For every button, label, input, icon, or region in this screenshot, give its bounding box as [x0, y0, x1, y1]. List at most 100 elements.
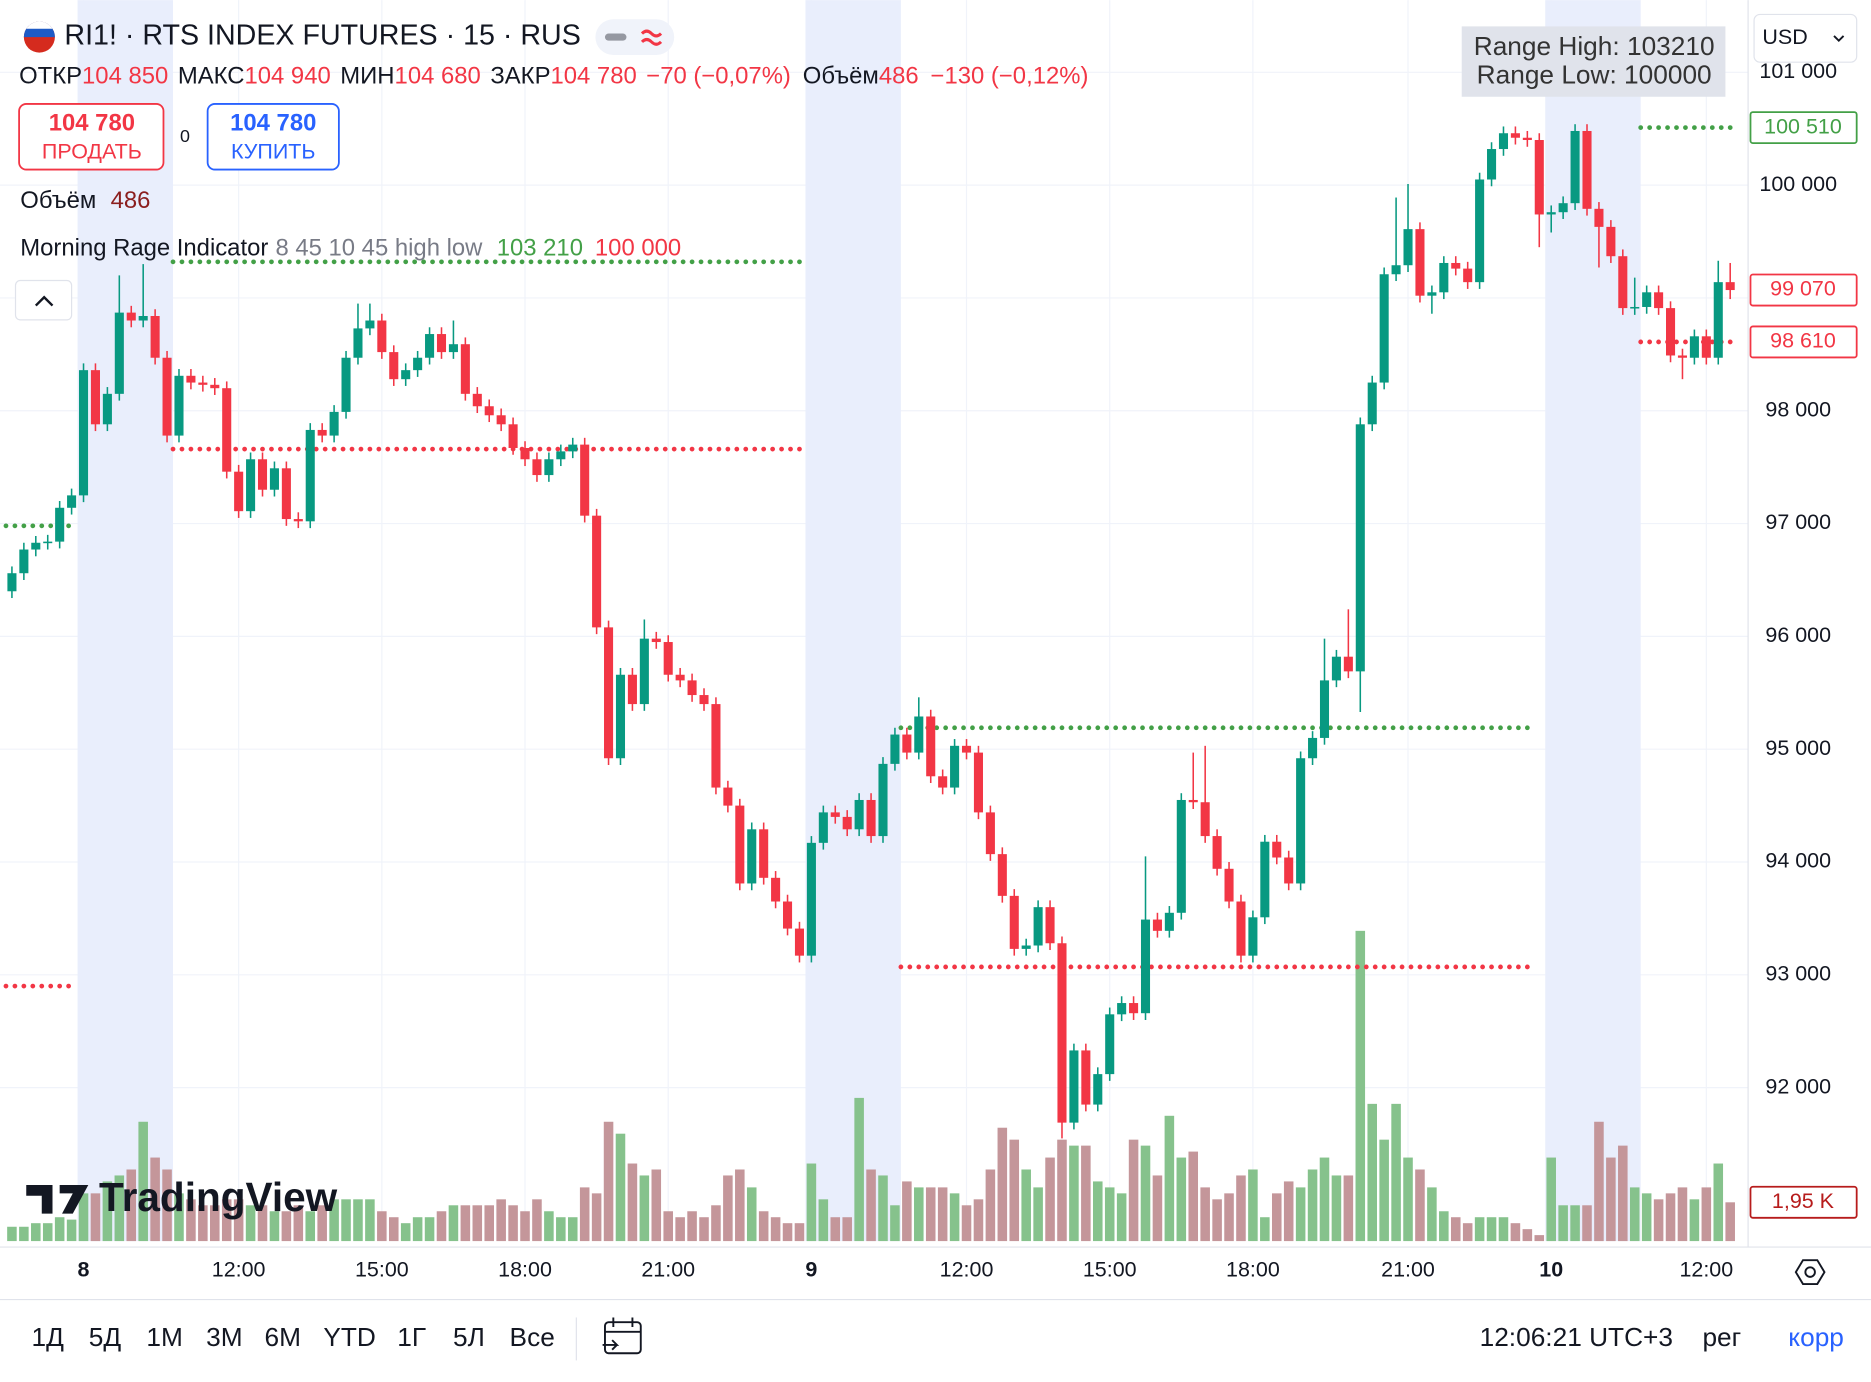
low-label: МИН: [340, 63, 394, 90]
volume-bar: [1045, 1157, 1055, 1242]
volume-bar: [973, 1199, 984, 1242]
volume-bar: [472, 1205, 483, 1242]
range-button[interactable]: 3М: [206, 1322, 242, 1352]
volume-bar: [1641, 1193, 1652, 1242]
candle-body: [1391, 265, 1401, 275]
candle-body: [926, 716, 936, 777]
candle-body: [1487, 149, 1497, 180]
candle-body: [365, 320, 375, 329]
range-button[interactable]: 1Г: [397, 1322, 426, 1352]
buy-price: 104 780: [230, 110, 316, 137]
candle-body: [699, 695, 709, 705]
volume-bar: [1021, 1169, 1031, 1242]
close-value: 104 780: [550, 63, 636, 90]
volume-bar: [1140, 1145, 1151, 1242]
volume-bar: [1367, 1103, 1377, 1242]
currency-button[interactable]: [1753, 13, 1858, 63]
price-label-box: [1749, 111, 1858, 145]
volume-bar: [448, 1205, 459, 1242]
volume-bar: [1248, 1169, 1258, 1242]
range-button[interactable]: 6М: [265, 1322, 301, 1352]
volume-bar: [675, 1217, 685, 1242]
candle-body: [902, 734, 912, 753]
volume-bar: [257, 1205, 268, 1242]
range-button[interactable]: YTD: [323, 1322, 376, 1352]
candle-body: [651, 638, 661, 643]
candle-body: [866, 799, 876, 837]
sell-button[interactable]: [18, 103, 165, 171]
volume-label-box: [1749, 1185, 1858, 1219]
volume-bar: [985, 1169, 996, 1242]
volume-bar: [627, 1163, 638, 1242]
volume-bar: [126, 1169, 137, 1242]
volume-bar: [782, 1223, 793, 1242]
spread: 0: [180, 126, 190, 146]
volume-bar: [961, 1205, 972, 1242]
candle-body: [914, 716, 924, 753]
status-pill[interactable]: [595, 19, 675, 56]
candle-body: [1427, 292, 1437, 296]
volume-bar: [1653, 1199, 1664, 1242]
adjust-button[interactable]: корр: [1788, 1322, 1844, 1352]
candle-body: [1284, 857, 1294, 884]
candle-body: [794, 928, 805, 956]
candle-body: [305, 429, 315, 522]
calendar-icon[interactable]: [604, 1321, 642, 1355]
volume-bar: [1427, 1187, 1437, 1242]
volume-bar: [317, 1205, 327, 1242]
volume-bar: [508, 1205, 518, 1242]
candle-body: [114, 312, 124, 394]
x-tick-label: 10: [1539, 1258, 1563, 1282]
collapse-button[interactable]: [14, 279, 73, 321]
settings-icon[interactable]: [1794, 1259, 1826, 1285]
volume-bar: [520, 1211, 530, 1242]
range-button[interactable]: Все: [510, 1322, 555, 1352]
candle-body: [484, 406, 494, 416]
candle-body: [1534, 140, 1544, 215]
buy-button[interactable]: [206, 103, 340, 171]
range-button[interactable]: 5Д: [89, 1322, 122, 1352]
collapse-icon: [34, 295, 54, 307]
candle-body: [1451, 262, 1461, 269]
volume-bar: [1128, 1139, 1139, 1242]
candle-body: [1200, 802, 1210, 837]
volume-bar: [937, 1187, 948, 1242]
volume-bar: [711, 1205, 721, 1242]
candle-body: [436, 334, 447, 353]
session-button[interactable]: рег: [1702, 1322, 1741, 1352]
candle-body: [854, 799, 864, 830]
volume-bar: [341, 1199, 351, 1242]
candle-body: [1701, 336, 1711, 358]
candle-body: [711, 704, 721, 788]
status-icon: [604, 33, 627, 41]
volume-bar: [31, 1223, 41, 1242]
volume-bar: [1081, 1145, 1091, 1242]
candle-body: [246, 459, 256, 512]
volume-bar: [1713, 1163, 1724, 1242]
volume-bar: [150, 1157, 160, 1242]
candle-body: [806, 842, 816, 956]
candle-body: [1510, 133, 1520, 138]
volume-bar: [210, 1205, 220, 1242]
volume-bar: [1534, 1235, 1545, 1242]
candle-body: [890, 734, 900, 764]
range-button[interactable]: 1Д: [32, 1322, 65, 1352]
candle-body: [997, 854, 1007, 896]
candle-body: [1343, 656, 1353, 672]
candle-body: [1642, 292, 1652, 307]
range-button[interactable]: 1М: [146, 1322, 182, 1352]
volume-bar: [567, 1217, 578, 1242]
range-button[interactable]: 5Л: [453, 1322, 485, 1352]
candle-body: [1105, 1014, 1115, 1075]
candle-body: [162, 357, 172, 436]
candle-body: [783, 901, 793, 929]
volume-bar: [460, 1205, 471, 1242]
candle-body: [1666, 308, 1676, 356]
candle-body: [257, 459, 268, 490]
candle-body: [317, 429, 327, 436]
candle-body: [1677, 355, 1688, 358]
volume-bar: [651, 1169, 662, 1242]
volume-bar: [1618, 1145, 1628, 1242]
x-tick-label: 12:00: [1679, 1258, 1733, 1282]
volume-bar: [1391, 1103, 1401, 1242]
